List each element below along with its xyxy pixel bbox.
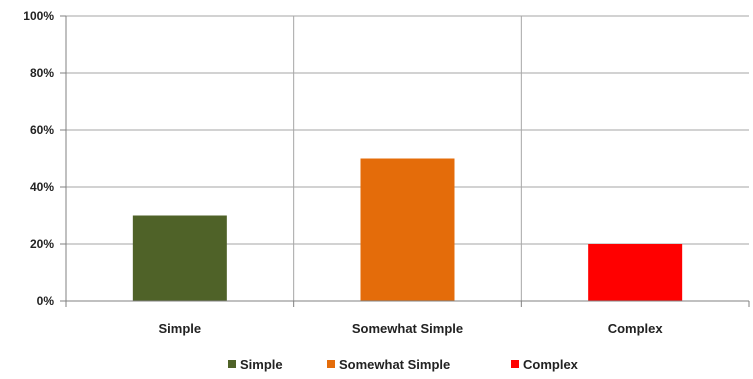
legend-swatch-complex [511,360,519,368]
bars [132,158,683,301]
y-tick-label: 100% [23,9,54,23]
y-tick-label: 20% [30,237,54,251]
bar-somewhat-simple [360,158,455,301]
legend-label: Complex [523,357,579,372]
legend-label: Simple [240,357,283,372]
legend-swatch-simple [228,360,236,368]
y-tick-label: 0% [37,294,55,308]
legend-swatch-somewhat-simple [327,360,335,368]
bar-simple [132,215,227,301]
x-category-label: Somewhat Simple [352,321,463,336]
axes [60,15,750,307]
y-tick-label: 80% [30,66,54,80]
x-category-label: Simple [159,321,202,336]
labels: 0% 20% 40% 60% 80% 100% Simple Somewhat Simple C… [23,9,663,336]
legend: Simple Somewhat Simple Complex [228,357,579,372]
bar-complex [588,244,683,301]
x-category-label: Complex [608,321,664,336]
y-tick-label: 60% [30,123,54,137]
legend-label: Somewhat Simple [339,357,450,372]
y-tick-label: 40% [30,180,54,194]
